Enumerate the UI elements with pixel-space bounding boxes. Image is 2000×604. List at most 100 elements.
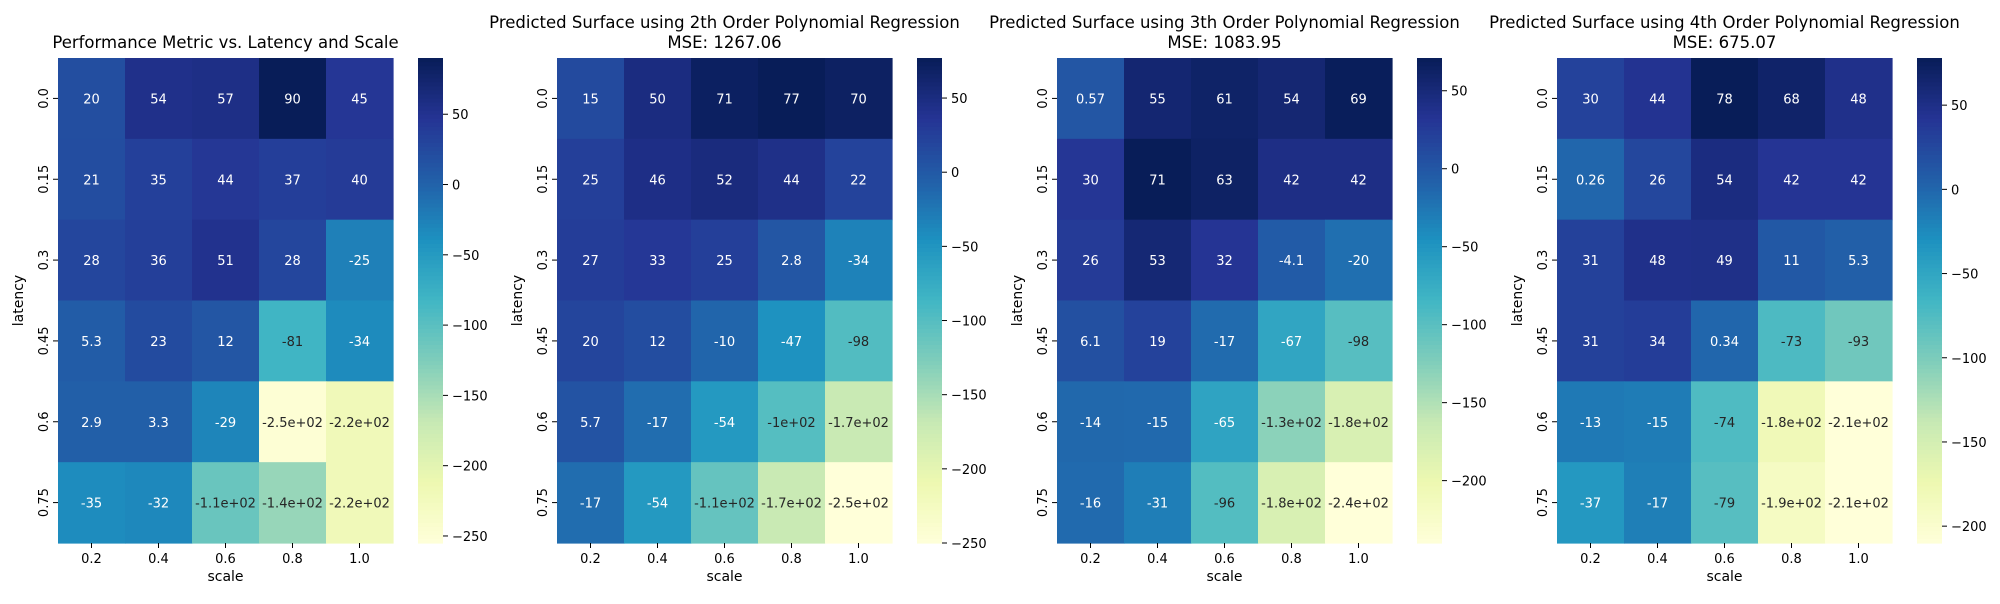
- colorbar-segment: [1417, 171, 1442, 176]
- colorbar-segment: [917, 441, 942, 447]
- cell-value-label: 0.26: [1576, 173, 1605, 188]
- colorbar-segment: [917, 373, 942, 378]
- colorbar-segment: [917, 231, 942, 237]
- colorbar-segment: [418, 110, 443, 116]
- colorbar-segment: [418, 328, 443, 334]
- cell-value-label: 57: [217, 92, 234, 107]
- colorbar-segment: [1917, 74, 1942, 79]
- colorbar-segment: [418, 530, 443, 536]
- cell-value-label: 23: [150, 335, 167, 350]
- colorbar-segment: [418, 159, 443, 164]
- colorbar-segment: [418, 458, 443, 463]
- cell-value-label: 77: [783, 92, 800, 107]
- heatmap-cell: [557, 58, 625, 140]
- cell-value-label: 54: [150, 92, 167, 107]
- colorbar-segment: [1417, 66, 1442, 71]
- x-tick-label: 0.4: [1147, 552, 1168, 567]
- colorbar-segment: [1417, 138, 1442, 144]
- colorbar-segment: [418, 437, 443, 443]
- colorbar-segment: [418, 102, 443, 108]
- heatmap-cell: [691, 138, 759, 221]
- colorbar-segment: [418, 211, 443, 217]
- colorbar-tick-label: 50: [951, 92, 968, 107]
- y-tick-label: 0.75: [536, 488, 551, 517]
- heatmap-cell: [1825, 138, 1893, 221]
- colorbar-segment: [418, 308, 443, 314]
- colorbar-segment: [418, 239, 443, 245]
- colorbar-segment: [917, 429, 942, 435]
- heatmap-cell: [1691, 381, 1759, 463]
- colorbar-segment: [418, 62, 443, 67]
- colorbar: 50 0 −50 −100 −150 −200 −250: [418, 58, 488, 545]
- colorbar-segment: [1917, 462, 1942, 467]
- colorbar-segment: [1917, 211, 1942, 217]
- colorbar-segment: [1917, 58, 1942, 63]
- colorbar-segment: [1917, 421, 1942, 427]
- colorbar-segment: [1917, 86, 1942, 91]
- colorbar-segment: [1917, 522, 1942, 528]
- colorbar-segment: [917, 433, 942, 439]
- colorbar-segment: [917, 421, 942, 427]
- chart-title: Predicted Surface using 2th Order Polyno…: [489, 13, 960, 32]
- colorbar-segment: [1917, 252, 1942, 257]
- colorbar-segment: [917, 530, 942, 536]
- colorbar-tick-label: −200: [1951, 520, 1987, 535]
- heatmap-cell: [1758, 219, 1826, 302]
- colorbar-segment: [1917, 106, 1942, 112]
- heatmap-cell: [1624, 462, 1692, 544]
- colorbar-segment: [917, 171, 942, 176]
- colorbar-segment: [1417, 219, 1442, 225]
- heatmap-cell: [1057, 462, 1125, 544]
- cell-value-label: 53: [1149, 254, 1166, 269]
- cell-value-label: -2.2e+02: [329, 416, 390, 431]
- colorbar-segment: [917, 110, 942, 116]
- cell-value-label: 36: [150, 254, 167, 269]
- colorbar-segment: [418, 171, 443, 176]
- colorbar-segment: [1417, 106, 1442, 112]
- heatmap-cell: [1124, 138, 1192, 221]
- heatmap-cell: [557, 300, 625, 382]
- cell-value-label: 12: [217, 335, 234, 350]
- colorbar-segment: [1917, 336, 1942, 342]
- colorbar-segment: [1917, 357, 1942, 362]
- colorbar-segment: [1417, 429, 1442, 435]
- colorbar-segment: [418, 466, 443, 471]
- colorbar-segment: [1417, 466, 1442, 471]
- colorbar-segment: [917, 243, 942, 249]
- colorbar-segment: [418, 292, 443, 298]
- y-tick-label: 0.45: [1536, 326, 1551, 355]
- heatmap-cell: [557, 138, 625, 221]
- colorbar-segment: [1917, 191, 1942, 197]
- heatmap-cell: [1325, 58, 1393, 140]
- colorbar-segment: [1417, 506, 1442, 512]
- x-tick-label: 0.4: [1647, 552, 1668, 567]
- colorbar-segment: [1917, 526, 1942, 532]
- colorbar-segment: [418, 78, 443, 83]
- x-axis-label: scale: [207, 569, 243, 585]
- colorbar-segment: [1417, 175, 1442, 180]
- colorbar-segment: [917, 66, 942, 71]
- cell-value-label: -2.2e+02: [329, 497, 390, 512]
- colorbar-segment: [917, 308, 942, 314]
- heatmap-cell: [1691, 462, 1759, 544]
- colorbar-segment: [917, 138, 942, 144]
- colorbar-segment: [917, 146, 942, 152]
- y-tick-label: 0.3: [1536, 250, 1551, 271]
- colorbar-segment: [1417, 336, 1442, 342]
- colorbar-segment: [1917, 308, 1942, 314]
- colorbar-segment: [1417, 126, 1442, 132]
- colorbar-segment: [418, 462, 443, 467]
- x-tick-label: 0.4: [148, 552, 169, 567]
- colorbar-segment: [917, 179, 942, 184]
- colorbar-segment: [1917, 425, 1942, 431]
- colorbar-segment: [418, 215, 443, 221]
- colorbar-segment: [418, 482, 443, 488]
- colorbar-segment: [1417, 70, 1442, 75]
- x-tick-label: 0.2: [1080, 552, 1101, 567]
- colorbar-segment: [917, 94, 942, 100]
- y-tick-label: 0.15: [536, 165, 551, 194]
- colorbar-segment: [1417, 94, 1442, 100]
- colorbar-segment: [1417, 163, 1442, 168]
- colorbar-segment: [917, 409, 942, 415]
